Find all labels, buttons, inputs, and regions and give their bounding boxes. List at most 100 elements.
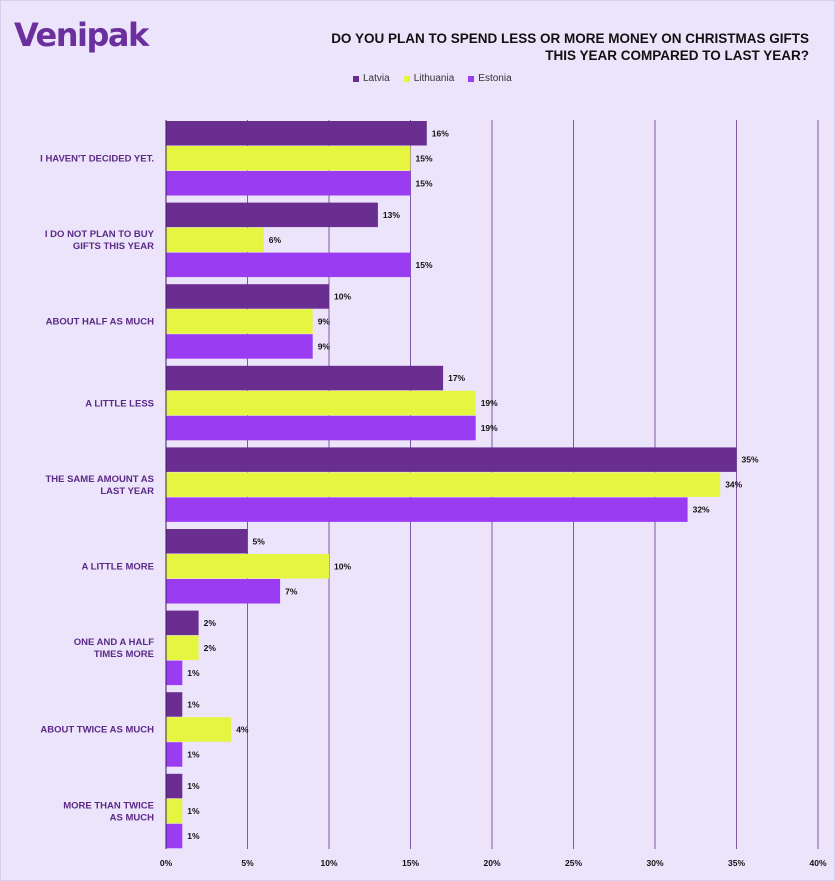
value-label-latvia-5: 5%	[253, 536, 266, 546]
bar-estonia-0	[166, 171, 411, 196]
legend-label-lithuania: Lithuania	[413, 73, 455, 84]
chart-title-line-1: DO YOU PLAN TO SPEND LESS OR MORE MONEY …	[331, 31, 809, 46]
bar-latvia-0	[166, 121, 427, 146]
bar-estonia-4	[166, 497, 688, 522]
bar-latvia-5	[166, 529, 248, 554]
legend-swatch-latvia	[353, 75, 359, 82]
value-label-lithuania-0: 15%	[416, 153, 433, 163]
x-tick-label-7: 35%	[728, 858, 745, 868]
bar-latvia-2	[166, 284, 329, 309]
x-tick-label-5: 25%	[565, 858, 582, 868]
category-label-1-line-0: I DO NOT PLAN TO BUY	[45, 229, 155, 240]
value-label-lithuania-3: 19%	[481, 398, 498, 408]
value-label-estonia-0: 15%	[416, 178, 433, 188]
x-tick-label-3: 15%	[402, 858, 419, 868]
value-label-latvia-4: 35%	[742, 455, 759, 465]
category-label-2-line-0: ABOUT HALF AS MUCH	[46, 317, 154, 328]
legend-item-estonia: Estonia	[468, 73, 512, 84]
category-label-6: ONE AND A HALF TIMES MORE	[74, 637, 154, 660]
category-label-1-line-1: GIFTS THIS YEAR	[73, 241, 154, 252]
category-label-4-line-1: LAST YEAR	[100, 486, 154, 497]
bar-estonia-3	[166, 415, 476, 441]
x-tick-label-2: 10%	[320, 858, 337, 868]
chart-title-line-2: THIS YEAR COMPARED TO LAST YEAR?	[545, 48, 809, 63]
bar-estonia-6	[166, 660, 183, 686]
category-label-8: MORE THAN TWICE AS MUCH	[63, 800, 154, 823]
bar-estonia-7	[166, 742, 183, 767]
value-label-estonia-6: 1%	[187, 668, 200, 678]
category-label-1: I DO NOT PLAN TO BUY GIFTS THIS YEAR	[45, 229, 155, 252]
value-label-lithuania-5: 10%	[334, 561, 351, 571]
category-label-2: ABOUT HALF AS MUCH	[46, 317, 154, 328]
chart-legend: Latvia Lithuania Estonia	[353, 73, 512, 84]
value-label-lithuania-8: 1%	[187, 806, 200, 816]
category-label-8-line-0: MORE THAN TWICE	[63, 800, 154, 811]
value-label-estonia-4: 32%	[693, 505, 710, 515]
x-tick-label-6: 30%	[646, 858, 663, 868]
bar-lithuania-0	[166, 146, 411, 171]
value-label-estonia-5: 7%	[285, 586, 298, 596]
x-tick-label-1: 5%	[241, 858, 254, 868]
bar-latvia-8	[166, 773, 183, 799]
bar-lithuania-4	[166, 472, 721, 497]
legend-item-latvia: Latvia	[353, 73, 390, 84]
value-label-lithuania-6: 2%	[204, 643, 217, 653]
category-label-4: THE SAME AMOUNT AS LAST YEAR	[45, 474, 154, 497]
value-label-lithuania-1: 6%	[269, 235, 282, 245]
legend-label-latvia: Latvia	[363, 73, 390, 84]
value-label-latvia-3: 17%	[448, 373, 465, 383]
value-label-lithuania-4: 34%	[725, 480, 742, 490]
category-label-3: A LITTLE LESS	[85, 398, 154, 409]
bar-estonia-5	[166, 579, 281, 604]
x-tick-label-8: 40%	[809, 858, 826, 868]
bar-latvia-1	[166, 202, 378, 228]
bar-lithuania-3	[166, 390, 476, 416]
category-label-6-line-1: TIMES MORE	[94, 649, 154, 660]
legend-item-lithuania: Lithuania	[403, 73, 455, 84]
category-label-5-line-0: A LITTLE MORE	[82, 562, 154, 573]
value-label-latvia-7: 1%	[187, 699, 200, 709]
bar-lithuania-6	[166, 635, 199, 661]
legend-swatch-estonia	[468, 75, 475, 82]
value-label-estonia-2: 9%	[318, 341, 331, 351]
bar-latvia-3	[166, 365, 444, 391]
category-label-5: A LITTLE MORE	[82, 562, 154, 573]
bar-lithuania-1	[166, 227, 264, 253]
value-label-estonia-7: 1%	[187, 749, 200, 759]
value-label-latvia-1: 13%	[383, 210, 400, 220]
x-tick-label-0: 0%	[160, 858, 173, 868]
value-label-latvia-8: 1%	[187, 781, 200, 791]
value-label-latvia-6: 2%	[204, 618, 217, 628]
category-label-8-line-1: AS MUCH	[110, 812, 154, 823]
value-label-latvia-0: 16%	[432, 128, 449, 138]
bar-latvia-4	[166, 447, 737, 472]
bar-estonia-2	[166, 334, 313, 359]
category-label-7: ABOUT TWICE AS MUCH	[40, 725, 154, 736]
value-label-estonia-3: 19%	[481, 423, 498, 433]
venipak-logo: Venipak	[14, 16, 149, 54]
category-label-6-line-0: ONE AND A HALF	[74, 637, 154, 648]
bar-estonia-8	[166, 823, 183, 849]
bar-lithuania-8	[166, 798, 183, 824]
category-label-3-line-0: A LITTLE LESS	[85, 398, 154, 409]
value-label-estonia-1: 15%	[416, 260, 433, 270]
value-label-latvia-2: 10%	[334, 291, 351, 301]
legend-swatch-lithuania	[403, 75, 410, 82]
category-label-4-line-0: THE SAME AMOUNT AS	[45, 474, 154, 485]
bar-lithuania-7	[166, 717, 232, 742]
x-tick-label-4: 20%	[483, 858, 500, 868]
value-label-estonia-8: 1%	[187, 831, 200, 841]
bar-estonia-1	[166, 252, 411, 278]
value-label-lithuania-2: 9%	[318, 316, 331, 326]
category-label-0-line-0: I HAVEN'T DECIDED YET.	[40, 154, 154, 165]
value-label-lithuania-7: 4%	[236, 724, 249, 734]
chart-title: DO YOU PLAN TO SPEND LESS OR MORE MONEY …	[329, 30, 809, 64]
category-label-7-line-0: ABOUT TWICE AS MUCH	[40, 725, 154, 736]
bar-latvia-7	[166, 692, 183, 717]
category-label-0: I HAVEN'T DECIDED YET.	[40, 154, 154, 165]
legend-label-estonia: Estonia	[478, 73, 512, 84]
bar-lithuania-2	[166, 309, 313, 334]
bar-latvia-6	[166, 610, 199, 636]
bar-lithuania-5	[166, 554, 329, 579]
